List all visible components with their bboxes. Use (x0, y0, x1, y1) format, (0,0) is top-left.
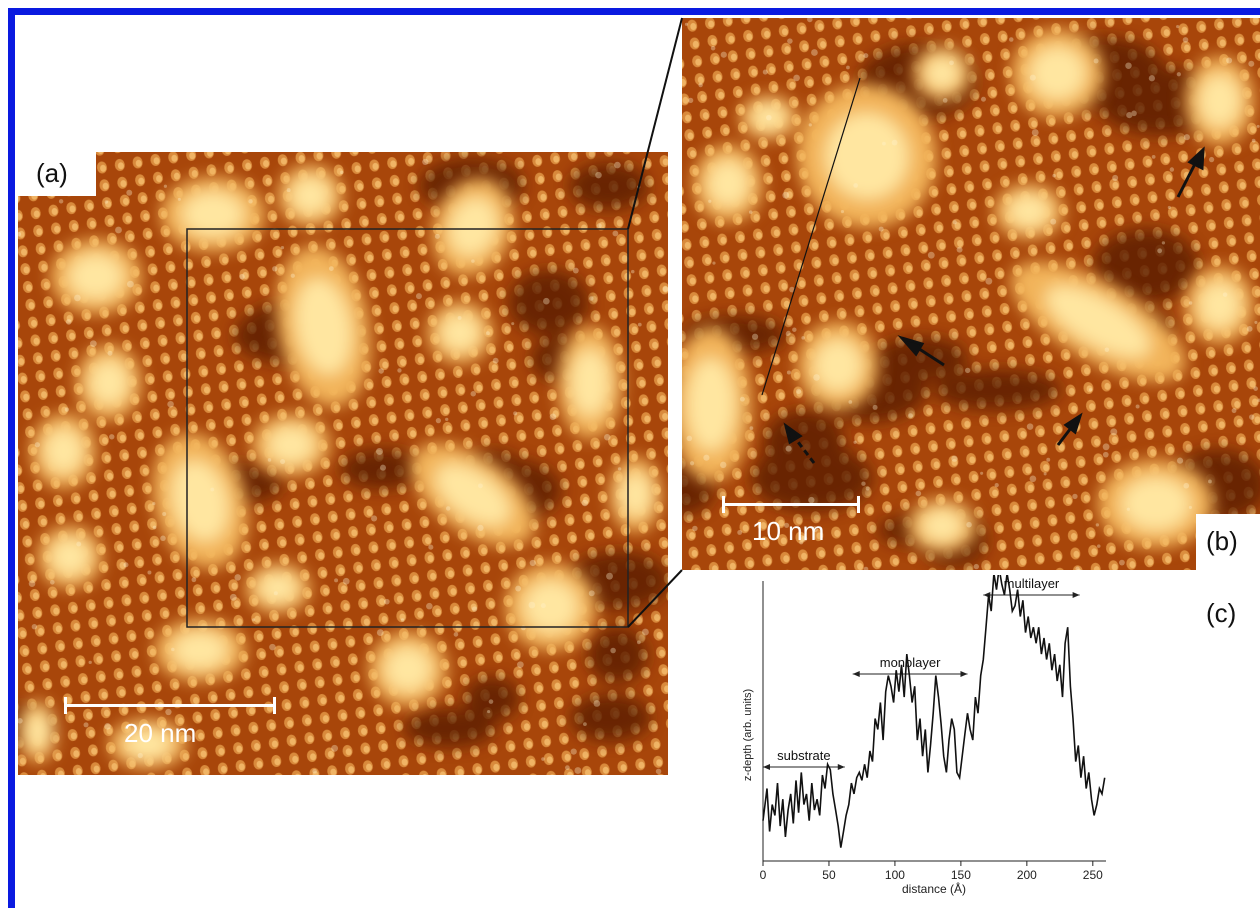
panel-b-label: (b) (1206, 526, 1238, 557)
height-profile-chart: 0 50 100 150 200 250 distance (Å) z-depth (ar… (742, 575, 1106, 896)
scale-bar-a (64, 697, 276, 714)
x-tick-label: 200 (1017, 868, 1037, 882)
stm-image-a (18, 152, 668, 775)
scale-bar-b (722, 496, 860, 513)
panel-a-label: (a) (36, 158, 68, 189)
scale-label-b: 10 nm (752, 516, 825, 546)
annotation-label: multilayer (1004, 576, 1060, 591)
scale-label-a: 20 nm (124, 718, 197, 748)
x-axis-label: distance (Å) (902, 881, 966, 896)
y-axis-label: z-depth (arb. units) (742, 689, 754, 781)
panel-c-label: (c) (1206, 598, 1237, 629)
x-tick-label: 100 (885, 868, 905, 882)
annotation-label: monolayer (880, 655, 941, 670)
annotation-label: substrate (777, 748, 830, 763)
stm-image-b (682, 18, 1260, 570)
x-tick-label: 250 (1083, 868, 1103, 882)
region-annotations: substrate monolayer multilayer (763, 576, 1080, 770)
figure-border (8, 8, 1260, 908)
x-tick-label: 0 (760, 868, 767, 882)
x-tick-label: 150 (951, 868, 971, 882)
x-tick-label: 50 (822, 868, 836, 882)
x-ticks: 0 50 100 150 200 250 (760, 861, 1103, 882)
series-line (762, 575, 1106, 848)
